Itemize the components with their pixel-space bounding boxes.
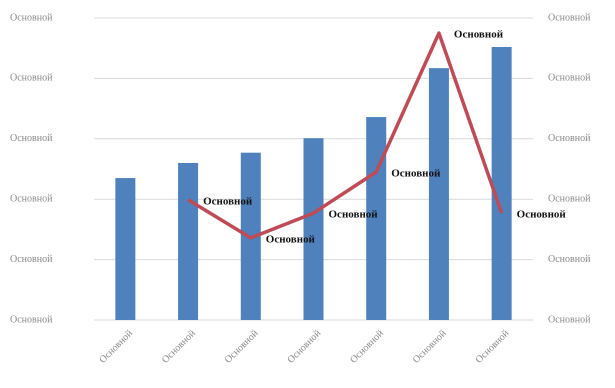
x-tick-label: Основной: [160, 328, 198, 366]
y-tick-label: Основной: [10, 12, 53, 23]
y-tick-label: Основной: [10, 193, 53, 204]
y2-tick-label: Основной: [548, 133, 591, 144]
bar: [178, 162, 199, 320]
bar: [491, 46, 512, 320]
data-label: Основной: [266, 233, 316, 245]
x-tick-label: Основной: [411, 328, 449, 366]
bar: [115, 178, 136, 320]
bar: [428, 68, 449, 320]
y-tick-label: Основной: [10, 254, 53, 265]
data-label: Основной: [203, 195, 253, 207]
y-tick-label: Основной: [10, 73, 53, 84]
x-tick-label: Основной: [223, 328, 261, 366]
data-label: Основной: [329, 209, 379, 221]
y-tick-label: Основной: [10, 314, 53, 325]
y2-tick-label: Основной: [548, 73, 591, 84]
y2-tick-label: Основной: [548, 254, 591, 265]
data-label: Основной: [454, 29, 504, 41]
y2-tick-label: Основной: [548, 12, 591, 23]
y-tick-label: Основной: [10, 133, 53, 144]
bar: [303, 138, 324, 320]
line: [187, 31, 504, 240]
y2-tick-label: Основной: [548, 193, 591, 204]
bar: [366, 117, 387, 320]
x-tick-label: Основной: [285, 328, 323, 366]
x-tick-label: Основной: [97, 328, 135, 366]
x-tick-label: Основной: [474, 328, 512, 366]
y2-tick-label: Основной: [548, 314, 591, 325]
data-label: Основной: [391, 168, 441, 180]
data-label: Основной: [517, 209, 567, 221]
x-tick-label: Основной: [348, 328, 386, 366]
